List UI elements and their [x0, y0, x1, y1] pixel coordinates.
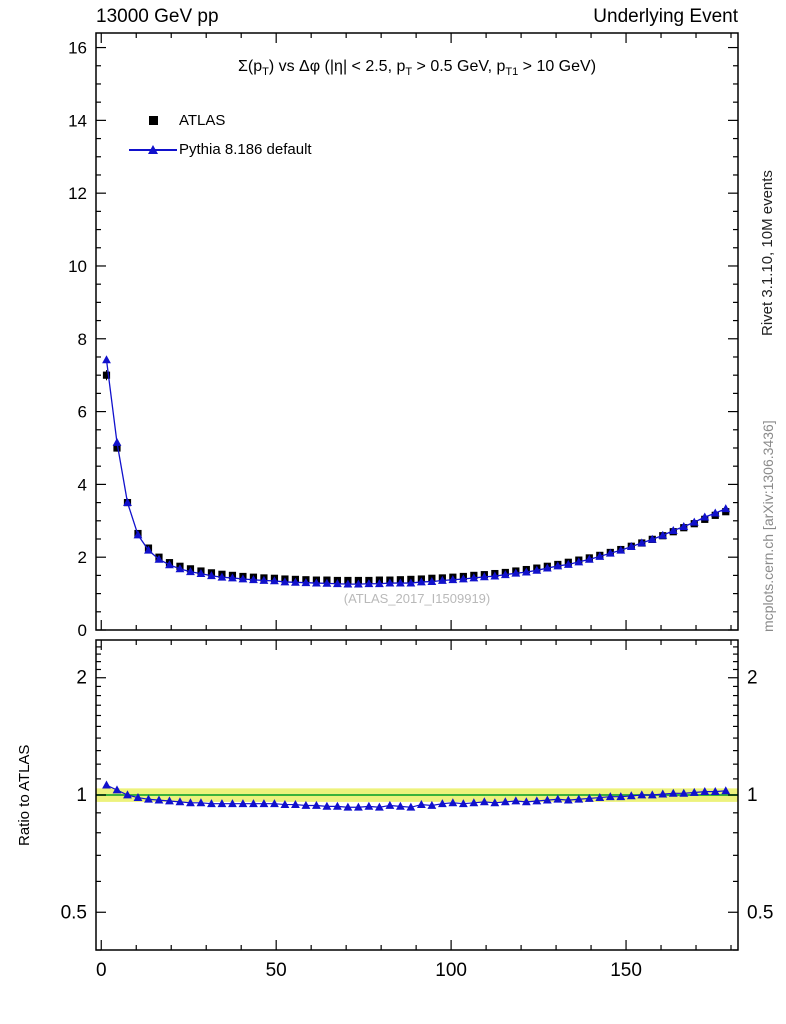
svg-text:1: 1 [747, 785, 758, 806]
analysis-id-watermark: (ATLAS_2017_I1509919) [343, 591, 491, 606]
svg-text:10: 10 [68, 257, 87, 276]
svg-text:1: 1 [76, 785, 87, 806]
svg-text:2: 2 [747, 668, 758, 689]
legend-label-atlas: ATLAS [179, 112, 226, 129]
svg-text:14: 14 [68, 111, 87, 130]
svg-text:0: 0 [96, 960, 107, 981]
svg-text:12: 12 [68, 184, 87, 203]
svg-text:0.5: 0.5 [61, 902, 87, 923]
pythia-line-triangle-marker-icon [127, 135, 179, 164]
rivet-version-label: Rivet 3.1.10, 10M events [759, 170, 776, 336]
svg-text:6: 6 [78, 403, 87, 422]
svg-text:0.5: 0.5 [747, 902, 773, 923]
svg-text:2: 2 [78, 548, 87, 567]
ratio-series [102, 780, 731, 811]
svg-text:50: 50 [266, 960, 287, 981]
svg-text:4: 4 [78, 475, 87, 494]
ratio-y-axis-label: Ratio to ATLAS [16, 744, 33, 846]
legend-item-atlas: ATLAS [127, 106, 312, 135]
pythia-series [102, 355, 731, 588]
svg-text:2: 2 [76, 668, 87, 689]
svg-text:8: 8 [78, 330, 87, 349]
mcplots-reference-label: mcplots.cern.ch [arXiv:1306.3436] [760, 420, 776, 632]
beam-energy-label: 13000 GeV pp [96, 6, 219, 27]
atlas-series [102, 370, 730, 585]
svg-text:0: 0 [78, 621, 87, 640]
plot-title: Σ(pT) vs Δφ (|η| < 2.5, pT > 0.5 GeV, pT… [237, 58, 597, 79]
observable-group-label: Underlying Event [593, 6, 738, 27]
svg-text:16: 16 [68, 39, 87, 58]
legend-item-pythia: Pythia 8.186 default [127, 135, 312, 164]
svg-text:150: 150 [610, 960, 642, 981]
legend: ATLAS Pythia 8.186 default [127, 106, 312, 164]
legend-label-pythia: Pythia 8.186 default [179, 141, 312, 158]
plot-frames [95, 32, 739, 951]
svg-text:100: 100 [435, 960, 467, 981]
atlas-square-marker-icon [127, 106, 179, 135]
plot-header: 13000 GeV pp Underlying Event [96, 6, 738, 28]
